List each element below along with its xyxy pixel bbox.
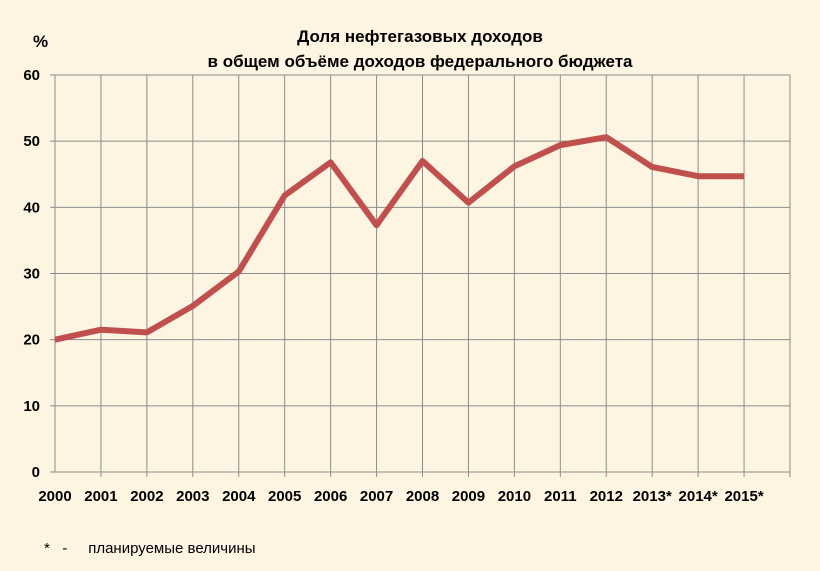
x-tick-label: 2004 (222, 488, 256, 505)
x-tick-label: 2000 (38, 488, 71, 505)
chart-title: Доля нефтегазовых доходов в общем объёме… (208, 27, 634, 71)
x-tick-label: 2010 (498, 488, 531, 505)
x-tick-label: 2013* (633, 488, 672, 505)
x-tick-label: 2014* (679, 488, 718, 505)
y-tick-label: 0 (32, 464, 40, 481)
x-tick-label: 2002 (130, 488, 163, 505)
chart-axes (50, 74, 791, 477)
x-tick-label: 2007 (360, 488, 393, 505)
footnote-text: планируемые величины (88, 540, 256, 557)
x-tick-label: 2011 (544, 488, 577, 505)
x-tick-label: 2005 (268, 488, 301, 505)
y-tick-label: 10 (23, 398, 40, 415)
x-tick-label: 2003 (176, 488, 209, 505)
chart-title-line-1: Доля нефтегазовых доходов (297, 27, 543, 46)
series-line (54, 134, 745, 343)
x-tick-labels: 2000 2001 2002 2003 2004 2005 2006 2007 2008 2009… (38, 488, 764, 505)
footnote-dash: - (62, 540, 68, 557)
series-layer (54, 134, 745, 343)
y-tick-label: 50 (23, 133, 40, 150)
x-tick-label: 2012 (590, 488, 623, 505)
footnote-marker: * (44, 540, 50, 557)
y-tick-labels: 0 10 20 30 40 50 60 (23, 67, 40, 481)
y-tick-label: 40 (23, 199, 40, 216)
x-tick-label: 2001 (84, 488, 117, 505)
y-axis-label: % (33, 32, 48, 51)
chart-gridlines (55, 74, 791, 472)
chart-title-line-2: в общем объёме доходов федерального бюдж… (208, 52, 634, 71)
x-tick-label: 2009 (452, 488, 485, 505)
x-tick-label: 2006 (314, 488, 347, 505)
y-tick-label: 20 (23, 332, 40, 349)
x-tick-label: 2008 (406, 488, 439, 505)
x-tick-label: 2015* (724, 488, 763, 505)
y-tick-label: 60 (23, 67, 40, 84)
y-tick-label: 30 (23, 266, 40, 283)
footnote: * - планируемые величины (44, 540, 256, 557)
